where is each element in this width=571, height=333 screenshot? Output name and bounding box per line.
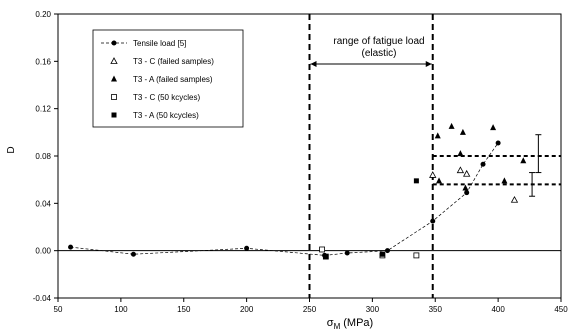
arrow-head-right [425,61,432,67]
data-point [462,184,469,191]
data-point [130,251,136,257]
data-point [456,166,465,174]
series-line [70,142,499,256]
data-point [501,177,508,184]
x-tick-label: 250 [303,305,317,314]
legend-marker [111,112,117,118]
data-point [434,132,441,139]
legend-item: T3 - C (failed samples) [110,57,214,66]
legend-marker [111,94,117,100]
data-point [457,150,464,157]
x-tick-label: 100 [114,305,128,314]
legend-label: T3 - C (failed samples) [133,57,214,66]
y-tick-label: 0.16 [35,57,51,66]
data-point [68,244,74,250]
series-0 [68,140,501,258]
data-point [448,122,455,129]
series-2 [434,122,527,191]
x-tick-label: 300 [366,305,380,314]
data-point [495,140,501,146]
legend-item: T3 - A (50 kcycles) [111,111,199,120]
reference-lines [58,14,561,298]
x-axis-label: σM (MPa) [327,317,373,331]
data-point [436,177,443,184]
data-point [413,252,420,259]
annotation-line2: (elastic) [361,48,396,59]
y-tick-label: 0.08 [35,152,51,161]
x-tick-label: 150 [177,305,191,314]
x-tick-label: 350 [429,305,443,314]
y-tick-label: 0.04 [35,199,51,208]
annotation: range of fatigue load (elastic) [310,36,432,67]
series-3 [319,246,420,260]
series-1 [429,166,519,203]
data-point [429,171,437,178]
data-point [413,178,419,184]
data-point [344,250,350,256]
data-point [490,124,497,131]
y-axis-label: D [6,146,17,153]
legend-marker [110,57,118,64]
x-tick-label: 400 [491,305,505,314]
y-tick-label: 0.12 [35,105,51,114]
data-point [244,245,250,251]
x-tick-label: 200 [240,305,254,314]
data-point [520,157,527,164]
series-layer [68,122,527,260]
legend-label: T3 - A (50 kcycles) [133,111,199,120]
data-point [464,190,470,196]
legend-item: T3 - A (failed samples) [111,75,213,84]
annotation-line1: range of fatigue load [333,36,424,47]
y-tick-label: 0.20 [35,10,51,19]
legend-item: Tensile load [5] [101,39,186,48]
x-axis-label-symbol: σ [327,317,334,329]
data-point [480,161,486,167]
y-tick-label: -0.04 [33,294,52,303]
x-axis-label-unit: (MPa) [343,317,373,329]
data-point [323,254,329,260]
y-axis: -0.04 0.00 0.04 0.08 0.12 0.16 0.20 [33,10,58,303]
data-point [319,246,325,253]
legend-label: T3 - C (50 kcycles) [133,93,200,102]
legend-label: Tensile load [5] [133,39,186,48]
x-tick-label: 450 [554,305,568,314]
legend-marker [111,75,117,82]
data-point [384,248,390,254]
data-point [379,251,385,257]
legend-marker [111,40,117,46]
legend-label: T3 - A (failed samples) [133,75,213,84]
x-axis: 50 100 150 200 250 300 350 400 450 [54,298,568,314]
data-point [430,218,436,224]
y-tick-label: 0.00 [35,247,51,256]
data-point [459,128,466,135]
x-tick-label: 50 [54,305,63,314]
data-point [510,195,519,203]
series-4 [323,178,419,260]
data-point [463,169,471,177]
x-axis-label-subscript: M [334,322,341,331]
legend-box [92,29,244,128]
legend: Tensile load [5] T3 - C (failed samples) T… [92,29,244,128]
legend-item: T3 - C (50 kcycles) [111,93,200,102]
arrow-head-left [310,61,317,67]
